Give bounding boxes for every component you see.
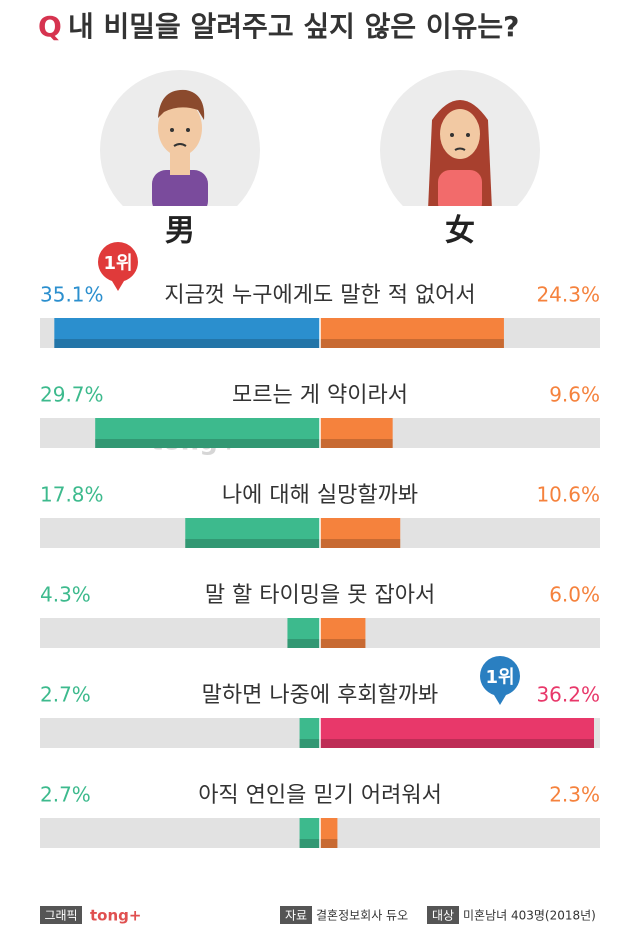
rank-badge: 1위	[480, 656, 520, 705]
bar-shade	[320, 339, 504, 348]
category-label: 아직 연인을 믿기 어려워서	[198, 783, 442, 808]
bar	[320, 818, 338, 848]
value-label: 36.2%	[536, 683, 600, 707]
footer-graphic: 그래픽	[44, 909, 77, 923]
footer-tag	[280, 906, 312, 924]
bar-shade	[320, 539, 401, 548]
bar-shade	[299, 839, 320, 848]
bar-shade	[185, 539, 320, 548]
bar	[185, 518, 320, 548]
footer-source: 결혼정보회사 듀오	[316, 909, 408, 923]
value-label: 10.6%	[536, 483, 600, 507]
rank-label: 1위	[485, 667, 514, 688]
legend-female: 女	[445, 214, 475, 249]
female-illustration	[380, 70, 540, 206]
rank-badge: 1위	[98, 242, 138, 291]
bar-shade	[287, 639, 320, 648]
bar-shade	[320, 739, 594, 748]
bar	[299, 718, 320, 748]
footer-target: 미혼남녀 403명(2018년)	[463, 909, 596, 923]
value-label: 17.8%	[40, 483, 104, 507]
male-illustration	[100, 70, 260, 206]
value-label: 9.6%	[549, 383, 600, 407]
footer-target-label: 대상	[432, 909, 454, 923]
legend-male: 男	[165, 214, 195, 249]
category-label: 나에 대해 실망할까봐	[222, 483, 418, 508]
value-label: 4.3%	[40, 583, 91, 607]
value-label: 24.3%	[536, 283, 600, 307]
chart-title: 내 비밀을 알려주고 싶지 않은 이유는?	[68, 10, 519, 43]
bar-shade	[320, 439, 393, 448]
category-label: 말하면 나중에 후회할까봐	[202, 683, 439, 708]
value-label: 2.3%	[549, 783, 600, 807]
footer-brand: tong+	[90, 907, 141, 925]
value-label: 6.0%	[549, 583, 600, 607]
bar-shade	[54, 339, 321, 348]
bar	[287, 618, 320, 648]
bar	[95, 418, 320, 448]
value-label: 2.7%	[40, 783, 91, 807]
bar	[54, 318, 321, 348]
bar-shade	[299, 739, 320, 748]
bar	[320, 718, 594, 748]
value-label: 35.1%	[40, 283, 104, 307]
bar	[320, 318, 504, 348]
category-label: 말 할 타이밍을 못 잡아서	[205, 583, 435, 608]
footer-source-label: 자료	[285, 909, 307, 923]
value-label: 2.7%	[40, 683, 91, 707]
category-label: 지금껏 누구에게도 말한 적 없어서	[164, 283, 475, 308]
title-prefix: Q	[38, 10, 62, 43]
rank-label: 1위	[103, 253, 132, 274]
bar	[320, 618, 366, 648]
footer-tag	[40, 906, 82, 924]
category-label: 모르는 게 약이라서	[232, 383, 408, 408]
bar	[320, 518, 401, 548]
bar-shade	[95, 439, 320, 448]
bar	[320, 418, 393, 448]
footer-tag	[427, 906, 459, 924]
value-label: 29.7%	[40, 383, 104, 407]
bar	[299, 818, 320, 848]
bar-shade	[320, 639, 366, 648]
bar-shade	[320, 839, 338, 848]
